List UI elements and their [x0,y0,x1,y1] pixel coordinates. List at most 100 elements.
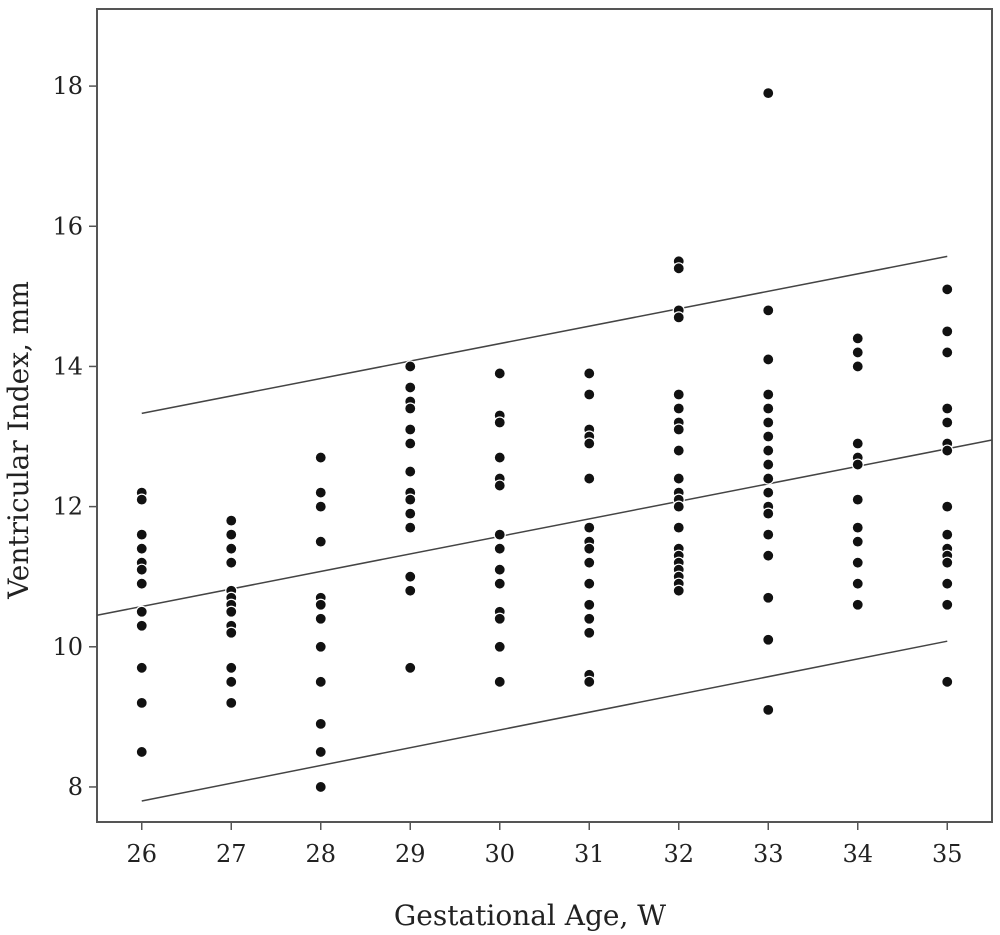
data-point [583,556,596,569]
data-point [493,640,506,653]
data-point [941,346,954,359]
x-tick-label: 31 [574,840,605,868]
data-point [762,87,775,100]
data-point [135,563,148,576]
data-point [583,472,596,485]
x-tick-label: 30 [484,840,515,868]
data-point [672,444,685,457]
data-point [941,598,954,611]
data-point [762,528,775,541]
data-point [225,528,238,541]
data-point [762,591,775,604]
data-point [225,556,238,569]
data-point [404,570,417,583]
data-point [314,451,327,464]
data-point [583,612,596,625]
data-point [225,675,238,688]
data-point [762,444,775,457]
data-point [314,717,327,730]
data-point [762,388,775,401]
reference-line-2 [96,439,993,616]
data-point [941,675,954,688]
data-point [672,500,685,513]
y-tick-label: 8 [68,773,83,801]
data-point [941,416,954,429]
data-point [941,577,954,590]
data-point [672,423,685,436]
data-point [493,612,506,625]
data-point [314,780,327,794]
data-point [404,402,417,415]
data-point [314,745,327,759]
data-point [762,486,775,499]
data-point [762,416,775,429]
data-point [762,402,775,415]
data-point [404,507,417,520]
data-point [493,675,506,688]
reference-line-1 [141,255,948,415]
y-tick-label: 16 [52,212,83,240]
data-point [135,542,148,555]
y-tick-label: 14 [52,352,83,380]
data-point [941,528,954,541]
data-point [762,549,775,562]
data-point [583,675,596,688]
x-tick-label: 35 [932,840,963,868]
data-point [404,521,417,534]
data-point [762,304,775,317]
data-point [314,598,327,611]
data-point [672,402,685,415]
plot-frame [96,8,993,823]
data-point [493,367,506,380]
data-point [851,332,864,345]
data-point [583,521,596,534]
data-point [493,416,506,429]
data-point [583,542,596,555]
data-point [314,675,327,688]
data-point [941,500,954,513]
data-point [851,556,864,569]
data-point [314,640,327,653]
data-point [583,388,596,401]
data-point [225,626,238,639]
x-axis: 26 27 28 29 30 31 32 33 34 35 [126,822,963,868]
data-point [941,556,954,569]
data-point [672,521,685,534]
data-point [851,521,864,534]
data-point [941,283,954,296]
data-point [672,472,685,485]
data-point [762,507,775,520]
data-point [404,493,417,506]
data-point [135,577,148,590]
y-tick-label: 18 [52,72,83,100]
data-point [851,577,864,590]
data-point [135,528,148,541]
x-tick-label: 32 [663,840,694,868]
data-point [493,577,506,590]
x-tick-label: 28 [305,840,336,868]
data-point [672,388,685,401]
data-point [583,577,596,590]
x-tick-label: 34 [842,840,873,868]
data-point [941,402,954,415]
reference-line-3 [141,640,948,802]
data-point [404,381,417,394]
data-point [404,661,417,674]
data-point [672,311,685,324]
x-tick-label: 26 [126,840,157,868]
data-point [225,696,238,709]
data-point [135,696,148,709]
data-point [583,598,596,611]
data-point [851,437,864,450]
data-point [404,360,417,373]
data-point [851,535,864,548]
data-point [314,500,327,513]
data-point [314,612,327,625]
data-point [762,430,775,443]
data-point [762,472,775,485]
data-point [941,444,954,457]
data-point [493,451,506,464]
data-point [851,346,864,359]
reference-lines [96,255,993,802]
